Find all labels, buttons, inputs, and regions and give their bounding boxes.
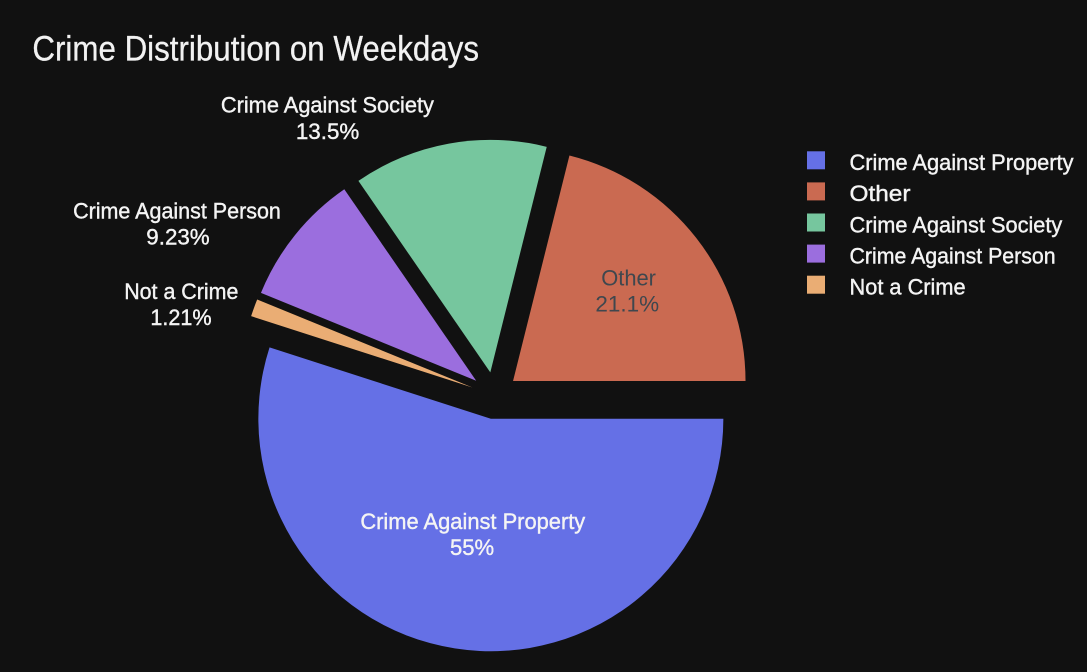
svg-text:Crime Against Property: Crime Against Property — [850, 150, 1075, 175]
svg-text:21.1%: 21.1% — [595, 292, 659, 317]
svg-text:Crime Against Person: Crime Against Person — [850, 243, 1056, 268]
svg-text:Crime Against Society: Crime Against Society — [850, 212, 1064, 237]
svg-text:Other: Other — [601, 265, 656, 290]
svg-text:Not a Crime: Not a Crime — [850, 275, 966, 300]
svg-text:1.21%: 1.21% — [150, 305, 211, 330]
svg-text:Crime Against Person: Crime Against Person — [73, 198, 281, 223]
svg-text:Crime Distribution on Weekdays: Crime Distribution on Weekdays — [32, 29, 479, 68]
svg-text:Not a Crime: Not a Crime — [124, 279, 238, 304]
svg-text:Other: Other — [850, 181, 912, 206]
svg-text:13.5%: 13.5% — [296, 119, 360, 144]
svg-text:9.23%: 9.23% — [146, 225, 209, 250]
svg-text:Crime Against Society: Crime Against Society — [221, 93, 435, 118]
svg-text:Crime Against Property: Crime Against Property — [360, 509, 586, 534]
svg-text:55%: 55% — [450, 535, 494, 560]
